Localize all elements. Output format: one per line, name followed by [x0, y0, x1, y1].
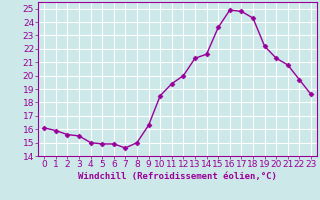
X-axis label: Windchill (Refroidissement éolien,°C): Windchill (Refroidissement éolien,°C)	[78, 172, 277, 181]
